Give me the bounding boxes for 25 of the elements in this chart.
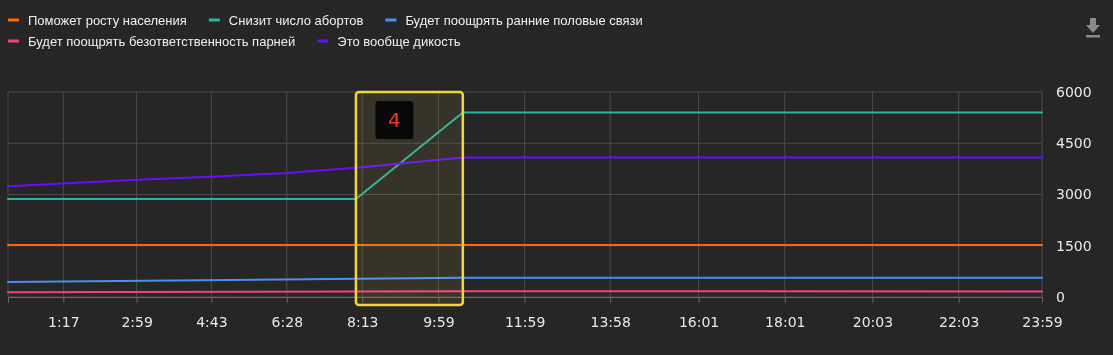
- x-tick-label: 9:59: [423, 313, 455, 330]
- legend-label: Будет поощрять безответственность парней: [28, 34, 296, 49]
- x-tick-label: 6:28: [271, 313, 304, 330]
- x-tick-label: 11:59: [504, 313, 546, 330]
- x-tick-label: 1:17: [48, 313, 80, 330]
- y-tick-label: 4500: [1056, 135, 1092, 152]
- x-tick-label: 23:59: [1022, 313, 1063, 330]
- y-tick-label: 3000: [1056, 186, 1092, 203]
- legend-label: Будет поощрять ранние половые связи: [405, 13, 643, 28]
- y-tick-label: 1500: [1056, 237, 1092, 254]
- x-tick-label: 4:43: [196, 313, 228, 330]
- x-tick-label: 13:58: [590, 313, 631, 330]
- y-tick-label: 6000: [1056, 83, 1092, 100]
- legend-label: Это вообще дикость: [337, 34, 461, 49]
- x-tick-label: 18:01: [765, 313, 806, 330]
- x-tick-label: 8:13: [347, 313, 379, 330]
- line-series: [7, 156, 1043, 188]
- x-tick-label: 16:01: [678, 313, 720, 330]
- x-tick-label: 2:59: [121, 313, 153, 330]
- band-label: 4: [388, 108, 401, 132]
- legend-label: Поможет росту населения: [28, 13, 187, 28]
- y-tick-label: 0: [1056, 288, 1065, 305]
- x-tick-label: 22:03: [938, 313, 980, 330]
- legend-label: Снизит число абортов: [228, 13, 364, 28]
- x-tick-label: 20:03: [852, 313, 894, 330]
